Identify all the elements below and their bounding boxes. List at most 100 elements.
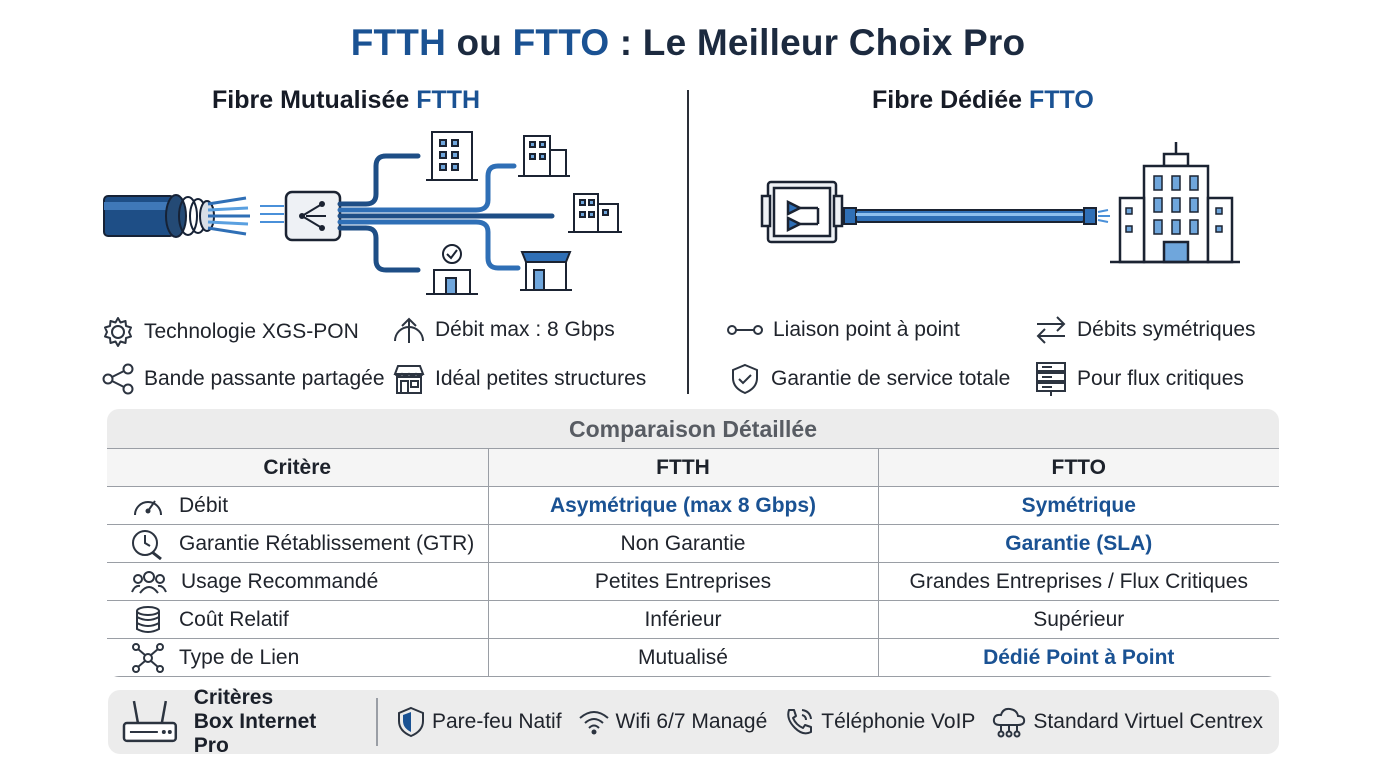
table-row: Débit Asymétrique (max 8 Gbps) Symétriqu… — [107, 486, 1279, 525]
criterion-cell: Coût Relatif — [107, 600, 488, 639]
office-building-icon — [426, 131, 478, 181]
ftth-value: Inférieur — [487, 600, 878, 639]
shield-check-icon — [732, 363, 758, 395]
wifi-icon — [578, 711, 609, 735]
table-row: Garantie Rétablissement (GTR) Non Garant… — [107, 524, 1279, 563]
table-row: Coût Relatif Inférieur Supérieur — [107, 600, 1279, 639]
phone-icon — [787, 709, 813, 735]
router-icon — [122, 700, 178, 743]
shop-icon — [393, 365, 425, 394]
criterion-cell: Débit — [107, 486, 488, 525]
footer-item-label: Pare-feu Natif — [431, 710, 562, 733]
feature-label: Pour flux critiques — [1077, 367, 1244, 390]
footer-item-label: Téléphonie VoIP — [821, 710, 976, 733]
point-to-point-icon — [727, 325, 763, 335]
ftth-value: Asymétrique (max 8 Gbps) — [487, 486, 878, 525]
coins-icon — [136, 605, 160, 633]
termination-box-icon — [760, 180, 844, 244]
footer-item-voip: Téléphonie VoIP — [783, 706, 975, 738]
building-icon — [568, 193, 622, 233]
box-criteria-title-line1: Critères — [193, 686, 274, 709]
ftto-section-title: Fibre Dédiée FTTO — [872, 86, 1094, 115]
section-divider — [687, 90, 689, 394]
ftth-title-prefix: Fibre Mutualisée — [212, 86, 417, 114]
ftth-value: Non Garantie — [487, 524, 878, 563]
box-criteria-title: Critères Box Internet Pro — [194, 686, 357, 758]
column-header-ftth: FTTH — [487, 448, 878, 487]
footer-item-label: Standard Virtuel Centrex — [1033, 710, 1263, 733]
footer-item-centrex: Standard Virtuel Centrex — [991, 705, 1263, 739]
page-title: FTTH ou FTTO : Le Meilleur Choix Pro — [0, 22, 1376, 64]
ftto-value: Dédié Point à Point — [877, 638, 1279, 677]
feature-label: Bande passante partagée — [144, 367, 385, 390]
arrow-up-icon — [394, 317, 424, 343]
ftto-value: Garantie (SLA) — [877, 524, 1279, 563]
server-icon — [1036, 362, 1066, 396]
ftto-dedicated-fiber-illustration — [760, 142, 1240, 264]
footer-item-firewall: Pare-feu Natif — [396, 706, 562, 738]
shop-icon — [520, 251, 572, 291]
network-node-icon — [132, 642, 164, 673]
ftto-feature-service-guarantee: Garantie de service totale — [728, 362, 1010, 396]
criterion-label: Débit — [179, 493, 229, 517]
ftth-value: Mutualisé — [487, 638, 878, 677]
column-header-critere: Critère — [107, 448, 488, 487]
users-icon — [131, 570, 167, 594]
box-internet-criteria-bar: Critères Box Internet Pro Pare-feu Natif… — [108, 686, 1279, 757]
ftth-feature-shared-bandwidth: Bande passante partagée — [101, 362, 385, 396]
comparison-heading: Comparaison Détaillée — [107, 409, 1279, 448]
gear-icon — [104, 317, 132, 347]
feature-label: Garantie de service totale — [771, 367, 1011, 390]
ftth-title-accent: FTTH — [416, 86, 481, 114]
swap-arrows-icon — [1036, 316, 1066, 344]
criterion-label: Coût Relatif — [179, 607, 289, 631]
footer-item-label: Wifi 6/7 Managé — [615, 710, 768, 733]
criterion-label: Type de Lien — [179, 645, 300, 669]
feature-label: Technologie XGS-PON — [144, 320, 359, 343]
headquarters-building-icon — [1110, 142, 1240, 264]
ftth-section-title: Fibre Mutualisée FTTH — [212, 86, 480, 115]
shield-icon — [397, 706, 424, 738]
ftto-title-prefix: Fibre Dédiée — [872, 86, 1029, 114]
table-row: Usage Recommandé Petites Entreprises Gra… — [107, 562, 1279, 601]
criterion-cell: Usage Recommandé — [107, 562, 488, 601]
footer-item-wifi: Wifi 6/7 Managé — [578, 708, 768, 736]
title-rest: : Le Meilleur Choix Pro — [609, 22, 1026, 63]
ftto-feature-point-to-point: Liaison point à point — [726, 315, 960, 345]
ftto-feature-critical-flows: Pour flux critiques — [1034, 361, 1244, 397]
column-header-ftto: FTTO — [877, 448, 1279, 487]
ftto-value: Symétrique — [877, 486, 1279, 525]
ftth-value: Petites Entreprises — [487, 562, 878, 601]
ftto-title-accent: FTTO — [1029, 86, 1094, 114]
criterion-label: Usage Recommandé — [181, 569, 379, 593]
feature-label: Liaison point à point — [773, 318, 960, 341]
ftto-value: Grandes Entreprises / Flux Critiques — [877, 562, 1279, 601]
comparison-table-card: Comparaison Détaillée Critère FTTH FTTO … — [107, 409, 1279, 677]
ftto-feature-symmetric-speed: Débits symétriques — [1034, 314, 1256, 346]
share-icon — [102, 363, 134, 395]
ftth-feature-small-business: Idéal petites structures — [392, 362, 646, 396]
cloud-network-icon — [993, 707, 1026, 738]
speedometer-icon — [134, 499, 162, 515]
table-header-row: Critère FTTH FTTO — [107, 448, 1279, 487]
criterion-cell: Garantie Rétablissement (GTR) — [107, 524, 488, 563]
criterion-label: Garantie Rétablissement (GTR) — [179, 531, 475, 555]
feature-label: Débits symétriques — [1077, 318, 1256, 341]
title-ftto: FTTO — [512, 22, 610, 63]
feature-label: Idéal petites structures — [435, 367, 647, 390]
title-ou: ou — [446, 22, 513, 63]
criterion-cell: Type de Lien — [107, 638, 488, 677]
feature-label: Débit max : 8 Gbps — [435, 318, 615, 341]
box-criteria-title-line2: Box Internet Pro — [193, 710, 317, 757]
ftto-value: Supérieur — [877, 600, 1279, 639]
title-ftth: FTTH — [350, 22, 447, 63]
building-icon — [518, 135, 570, 177]
fiber-cable-icon — [103, 194, 250, 238]
splitter-icon — [284, 190, 342, 242]
ftth-shared-fiber-illustration — [103, 131, 622, 295]
comparison-table: Critère FTTH FTTO Débit Asymétrique (max… — [107, 448, 1279, 677]
verified-shop-icon — [426, 244, 478, 295]
clock-wrench-icon — [132, 529, 162, 560]
ftth-feature-max-speed: Débit max : 8 Gbps — [392, 313, 615, 347]
footer-divider — [376, 698, 378, 746]
